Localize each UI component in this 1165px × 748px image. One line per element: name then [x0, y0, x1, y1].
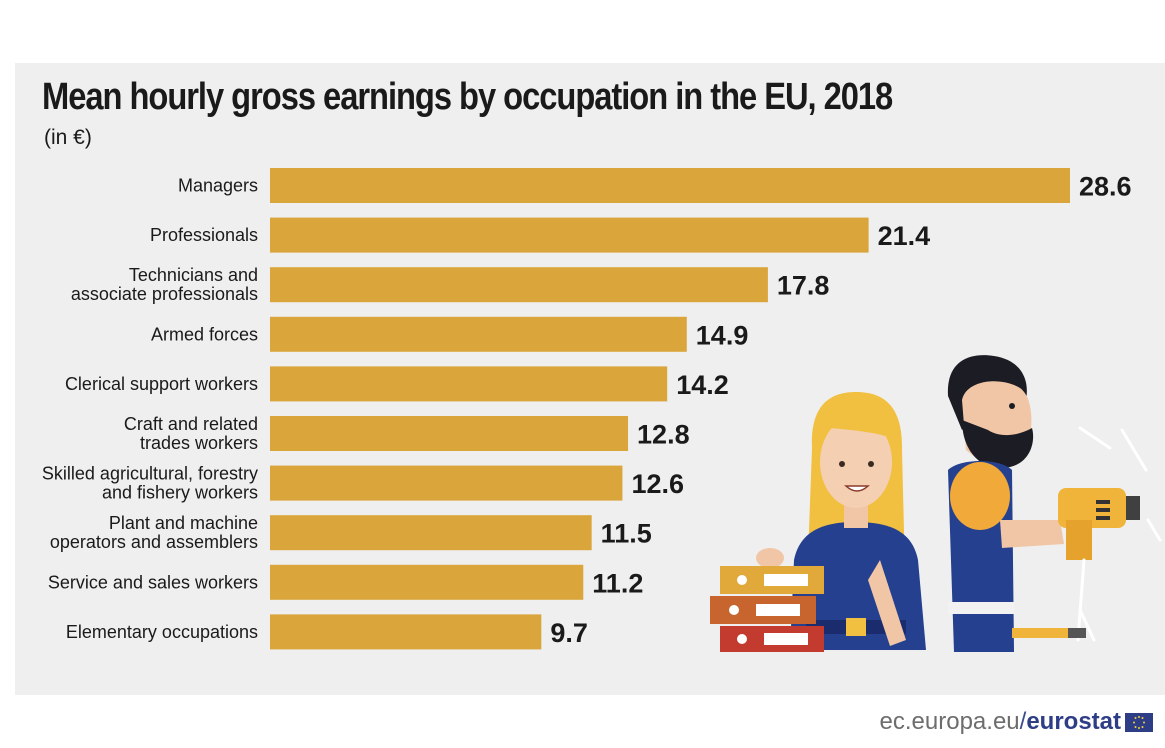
category-label-0: Managers: [178, 176, 258, 196]
value-label-2: 17.8: [777, 271, 830, 301]
footer-source: ec.europa.eu / eurostat: [880, 708, 1153, 736]
category-label-8: Service and sales workers: [48, 572, 258, 592]
footer-brand: eurostat: [1026, 708, 1121, 735]
footer-slash: /: [1019, 708, 1027, 735]
value-label-1: 21.4: [878, 221, 931, 251]
sparks-icon: [1076, 426, 1162, 642]
value-label-0: 28.6: [1079, 172, 1132, 202]
binders-icon: [710, 566, 824, 652]
footer-domain: ec.europa.eu: [879, 708, 1020, 735]
bar-6: [270, 465, 623, 501]
value-label-5: 12.8: [637, 420, 690, 450]
value-label-3: 14.9: [696, 320, 749, 350]
value-label-9: 9.7: [550, 618, 588, 648]
bar-4: [270, 366, 668, 402]
bar-9: [270, 614, 542, 650]
category-label-1: Professionals: [150, 225, 258, 245]
bar-1: [270, 217, 869, 253]
value-label-8: 11.2: [592, 568, 643, 598]
drill-icon: [1058, 488, 1140, 560]
chart-subtitle: (in €): [44, 126, 92, 149]
chart-title: Mean hourly gross earnings by occupation…: [42, 76, 893, 118]
value-label-7: 11.5: [601, 519, 652, 549]
bar-2: [270, 267, 768, 303]
bars-layer: 28.6 Managers 21.4 Professionals 17.8 Technic…: [42, 168, 1132, 650]
category-label-3: Armed forces: [151, 324, 258, 344]
category-label-9: Elementary occupations: [66, 622, 258, 642]
eu-flag-icon: [1125, 712, 1153, 732]
value-label-6: 12.6: [631, 469, 684, 499]
bar-8: [270, 564, 584, 600]
bar-0: [270, 168, 1070, 203]
bearded-worker-with-drill-icon: [947, 355, 1162, 652]
category-label-7: Plant and machine operators and assembler…: [50, 513, 258, 552]
category-label-5: Craft and related trades workers: [124, 414, 258, 453]
value-label-4: 14.2: [676, 370, 729, 400]
bar-3: [270, 316, 687, 352]
bar-7: [270, 515, 592, 551]
bar-5: [270, 416, 629, 451]
category-label-4: Clerical support workers: [65, 374, 258, 394]
category-label-2: Technicians and associate professionals: [71, 265, 258, 304]
category-label-6: Skilled agricultural, forestry and fisher…: [42, 464, 258, 503]
woman-with-binders-icon: [710, 392, 926, 652]
